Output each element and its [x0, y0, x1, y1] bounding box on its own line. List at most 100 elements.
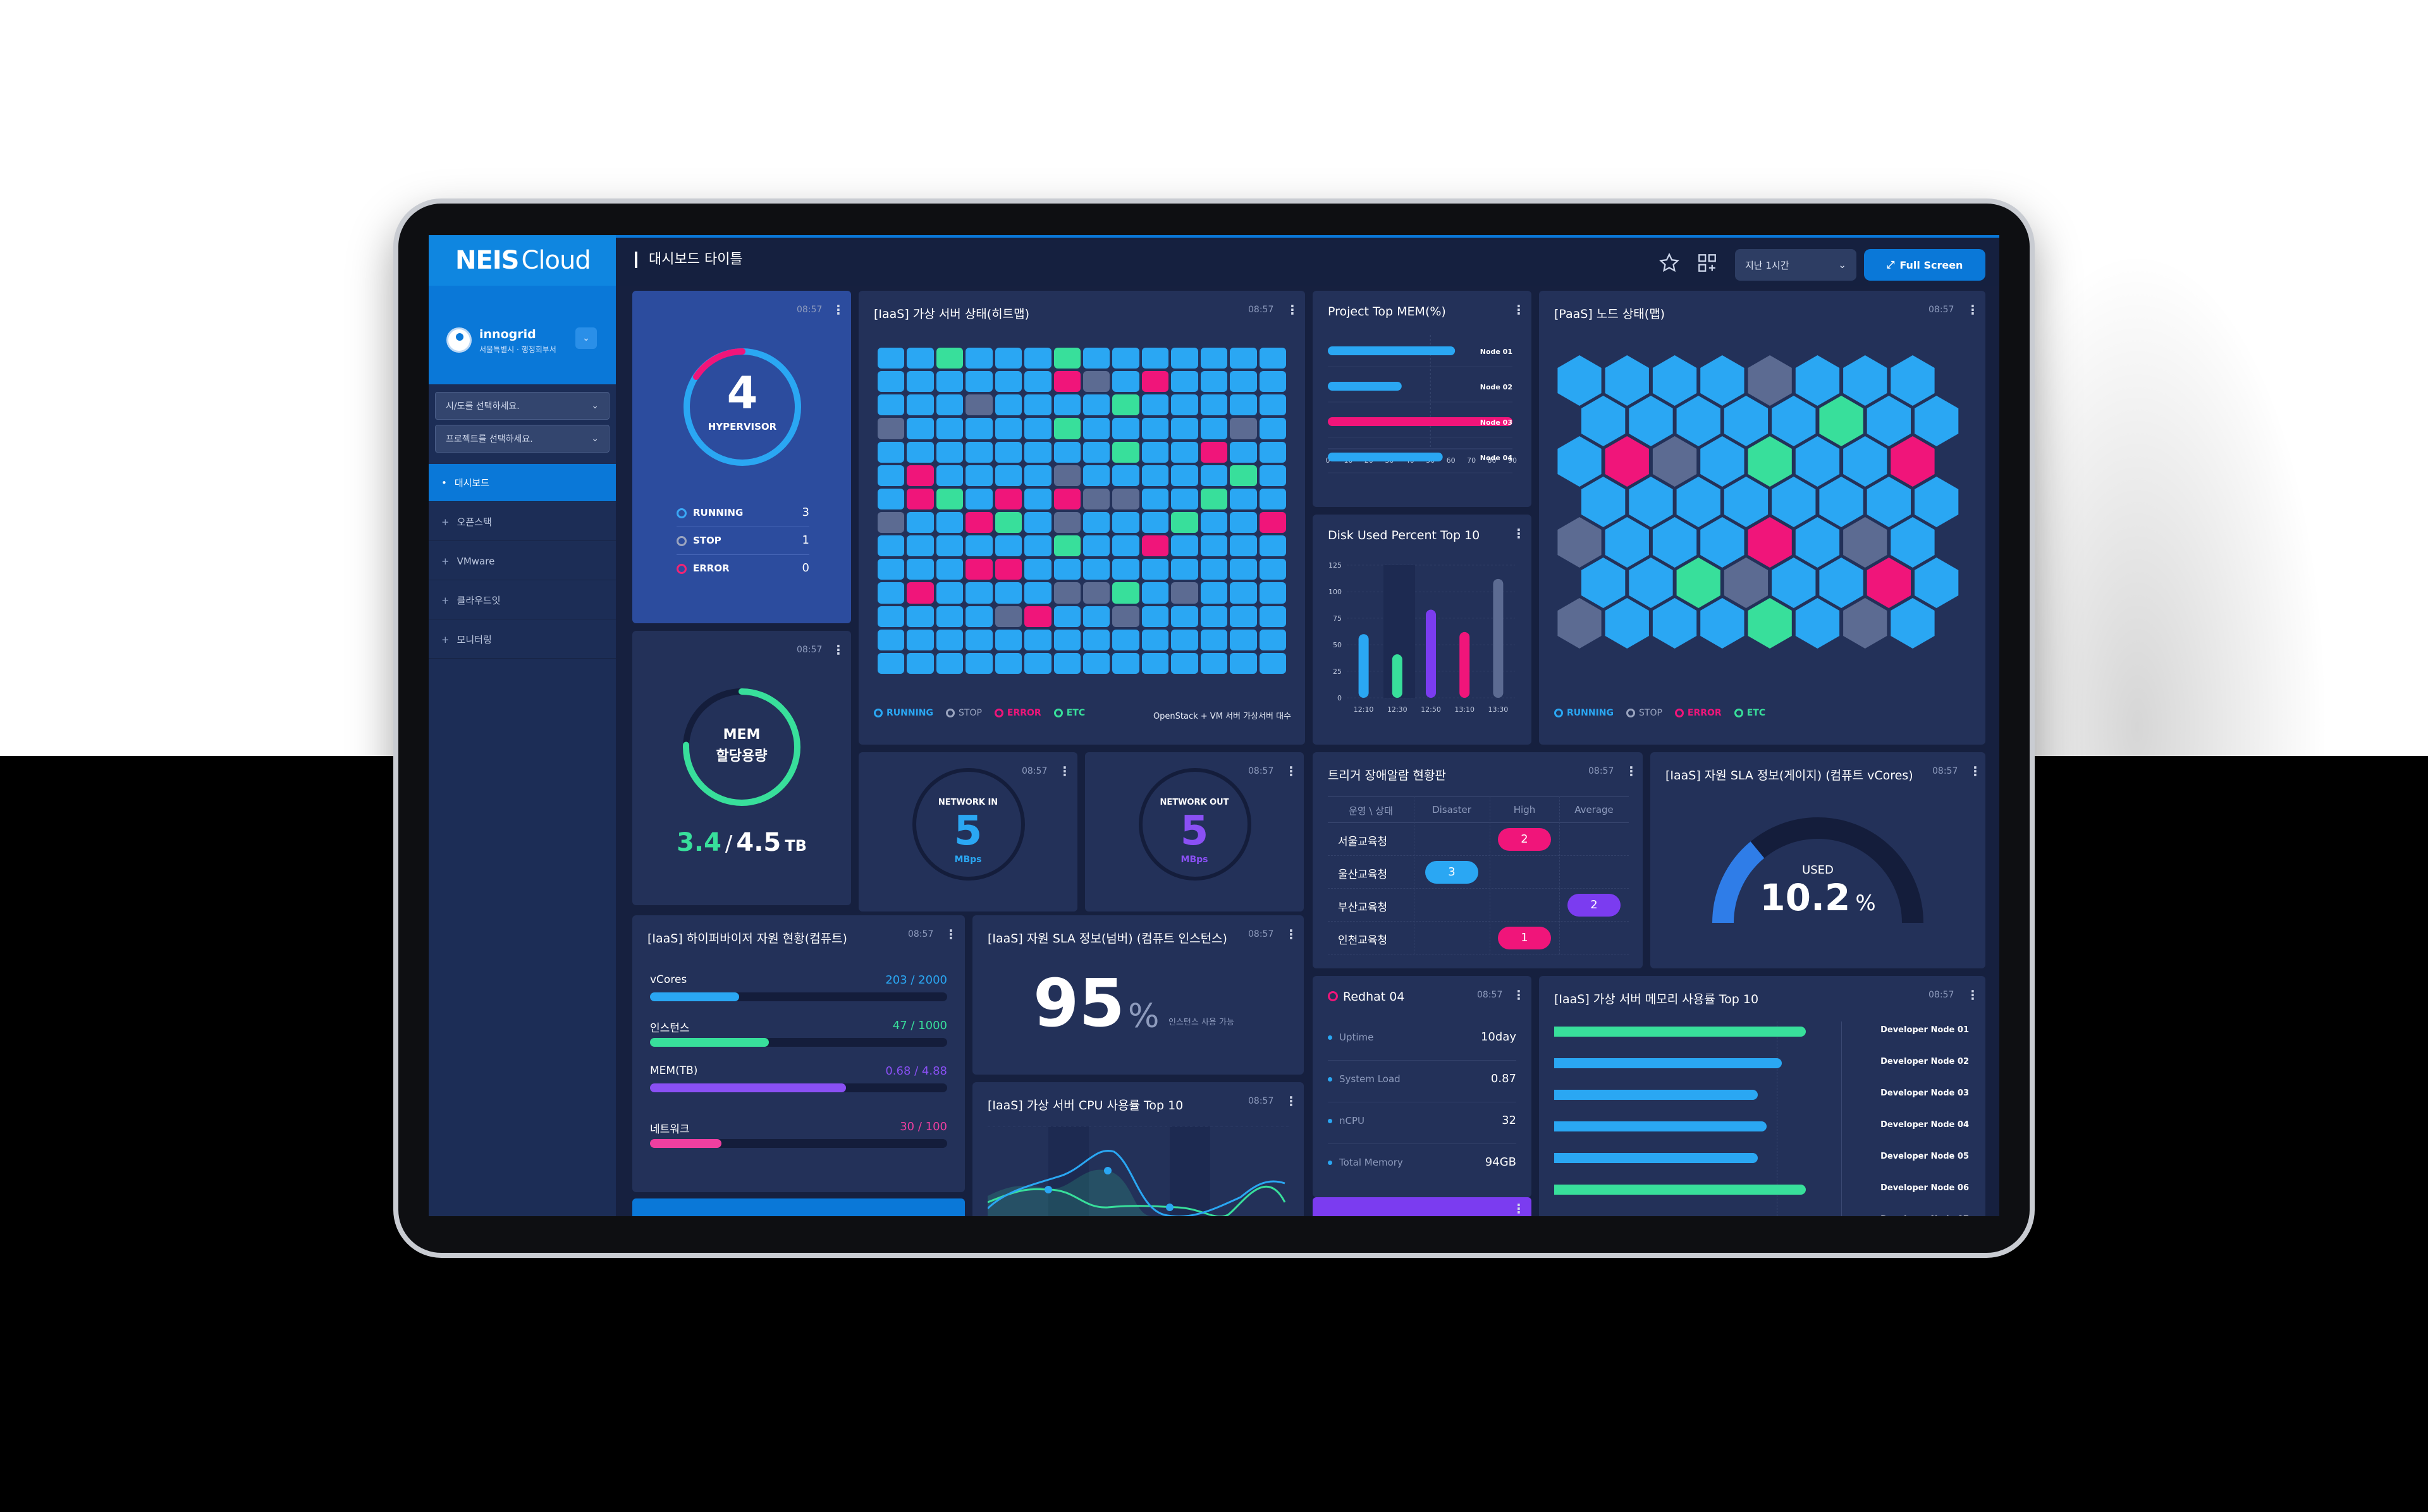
disk-bar[interactable] — [1459, 631, 1470, 698]
paas-node-hex[interactable] — [1581, 396, 1626, 446]
star-icon[interactable] — [1655, 249, 1683, 277]
heatmap-cell[interactable] — [1141, 559, 1169, 580]
heatmap-cell[interactable] — [966, 488, 993, 509]
paas-node-hex[interactable] — [1629, 396, 1673, 446]
paas-node-hex[interactable] — [1795, 355, 1840, 406]
heatmap-cell[interactable] — [1053, 441, 1081, 463]
heatmap-cell[interactable] — [995, 535, 1022, 557]
paas-node-hex[interactable] — [1652, 517, 1697, 568]
heatmap-cell[interactable] — [995, 418, 1022, 439]
paas-node-hex[interactable] — [1867, 396, 1911, 446]
heatmap-cell[interactable] — [995, 465, 1022, 486]
heatmap-cell[interactable] — [1259, 582, 1286, 604]
paas-node-hex[interactable] — [1700, 517, 1744, 568]
more-icon[interactable]: ⋮ — [1058, 764, 1071, 779]
paas-node-hex[interactable] — [1819, 396, 1863, 446]
paas-node-hex[interactable] — [1676, 396, 1720, 446]
paas-node-hex[interactable] — [1652, 436, 1697, 487]
paas-node-hex[interactable] — [1843, 355, 1887, 406]
heatmap-cell[interactable] — [1112, 348, 1139, 369]
vm-mem-bar[interactable] — [1554, 1058, 1782, 1068]
heatmap-cell[interactable] — [1053, 465, 1081, 486]
table-row[interactable]: 서울교육청 2 — [1328, 823, 1629, 856]
heatmap-cell[interactable] — [907, 535, 934, 557]
paas-node-hex[interactable] — [1915, 558, 1959, 608]
heatmap-cell[interactable] — [995, 348, 1022, 369]
heatmap-cell[interactable] — [1171, 394, 1198, 416]
paas-node-hex[interactable] — [1867, 477, 1911, 527]
project-mem-bar[interactable] — [1328, 453, 1443, 461]
heatmap-cell[interactable] — [966, 465, 993, 486]
heatmap-cell[interactable] — [1112, 582, 1139, 604]
heatmap-cell[interactable] — [1259, 535, 1286, 557]
heatmap-cell[interactable] — [1024, 652, 1052, 674]
heatmap-cell[interactable] — [907, 582, 934, 604]
heatmap-cell[interactable] — [995, 559, 1022, 580]
fullscreen-button[interactable]: ⤢ Full Screen — [1864, 249, 1985, 281]
heatmap-cell[interactable] — [1200, 629, 1228, 650]
heatmap-cell[interactable] — [1024, 582, 1052, 604]
more-icon[interactable]: ⋮ — [1512, 526, 1525, 541]
heatmap-cell[interactable] — [1259, 559, 1286, 580]
nav-item-monitoring[interactable]: + 모니터링 — [429, 621, 616, 659]
paas-node-hex[interactable] — [1676, 477, 1720, 527]
heatmap-cell[interactable] — [907, 371, 934, 393]
heatmap-cell[interactable] — [995, 652, 1022, 674]
paas-node-hex[interactable] — [1724, 477, 1769, 527]
heatmap-cell[interactable] — [1024, 535, 1052, 557]
heatmap-cell[interactable] — [1024, 488, 1052, 509]
disk-bar[interactable] — [1493, 578, 1504, 698]
heatmap-cell[interactable] — [1141, 512, 1169, 533]
heatmap-cell[interactable] — [1171, 441, 1198, 463]
heatmap-cell[interactable] — [1024, 606, 1052, 627]
heatmap-cell[interactable] — [1112, 418, 1139, 439]
heatmap-cell[interactable] — [1083, 418, 1110, 439]
paas-node-hex[interactable] — [1748, 517, 1792, 568]
vm-mem-bar[interactable] — [1554, 1121, 1767, 1131]
paas-node-hex[interactable] — [1772, 558, 1816, 608]
paas-node-hex[interactable] — [1772, 477, 1816, 527]
paas-node-hex[interactable] — [1891, 517, 1935, 568]
paas-node-hex[interactable] — [1915, 477, 1959, 527]
heatmap-cell[interactable] — [1112, 606, 1139, 627]
heatmap-cell[interactable] — [1053, 652, 1081, 674]
alarm-count-pill[interactable]: 2 — [1498, 828, 1551, 851]
heatmap-cell[interactable] — [878, 582, 905, 604]
heatmap-cell[interactable] — [1230, 418, 1257, 439]
paas-node-hex[interactable] — [1891, 598, 1935, 649]
heatmap-cell[interactable] — [936, 394, 964, 416]
heatmap-cell[interactable] — [878, 559, 905, 580]
heatmap-cell[interactable] — [995, 441, 1022, 463]
heatmap-cell[interactable] — [878, 629, 905, 650]
grid-add-icon[interactable] — [1693, 249, 1721, 277]
heatmap-cell[interactable] — [1053, 394, 1081, 416]
heatmap-cell[interactable] — [1112, 465, 1139, 486]
heatmap-cell[interactable] — [1171, 465, 1198, 486]
heatmap-cell[interactable] — [1024, 371, 1052, 393]
heatmap-cell[interactable] — [1053, 559, 1081, 580]
heatmap-cell[interactable] — [1083, 512, 1110, 533]
heatmap-cell[interactable] — [1141, 418, 1169, 439]
heatmap-cell[interactable] — [1083, 465, 1110, 486]
heatmap-cell[interactable] — [1200, 582, 1228, 604]
heatmap-cell[interactable] — [1200, 418, 1228, 439]
heatmap-cell[interactable] — [966, 652, 993, 674]
heatmap-cell[interactable] — [1259, 371, 1286, 393]
more-icon[interactable]: ⋮ — [1969, 764, 1982, 779]
heatmap-cell[interactable] — [936, 652, 964, 674]
heatmap-cell[interactable] — [936, 606, 964, 627]
heatmap-cell[interactable] — [1141, 629, 1169, 650]
time-range-select[interactable]: 지난 1시간 ⌄ — [1735, 249, 1856, 281]
paas-node-hex[interactable] — [1605, 598, 1649, 649]
more-icon[interactable]: ⋮ — [832, 302, 845, 317]
paas-node-hex[interactable] — [1843, 436, 1887, 487]
heatmap-cell[interactable] — [1230, 582, 1257, 604]
heatmap-cell[interactable] — [1230, 465, 1257, 486]
heatmap-cell[interactable] — [995, 488, 1022, 509]
heatmap-cell[interactable] — [1053, 512, 1081, 533]
heatmap-cell[interactable] — [1230, 606, 1257, 627]
heatmap-cell[interactable] — [1053, 629, 1081, 650]
more-icon[interactable]: ⋮ — [1512, 987, 1525, 1003]
paas-node-hex[interactable] — [1748, 436, 1792, 487]
heatmap-cell[interactable] — [1112, 371, 1139, 393]
